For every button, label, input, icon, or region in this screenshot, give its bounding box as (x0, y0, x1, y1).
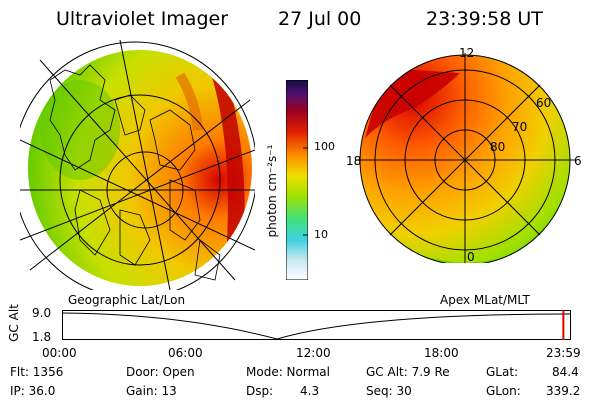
altitude-curve (62, 312, 572, 340)
apex-polar-plot (355, 53, 575, 263)
ip-value: IP: 36.0 (10, 384, 56, 398)
timeline-xtick-0: 00:00 (42, 346, 77, 360)
timeline-ytick-min: 1.8 (32, 330, 52, 344)
mlt-label-0: 0 (467, 250, 475, 264)
timeline-axis-label: GC Alt (7, 304, 21, 342)
gc-alt-value: GC Alt: 7.9 Re (366, 365, 450, 379)
app-title: Ultraviolet Imager (56, 8, 229, 30)
mlt-label-6: 6 (574, 154, 582, 168)
gain-value: Gain: 13 (126, 384, 177, 398)
seq-value: Seq: 30 (366, 384, 412, 398)
timeline-xtick-2: 12:00 (296, 346, 331, 360)
mlt-label-12: 12 (459, 46, 475, 60)
mlat-label-60: 60 (536, 96, 552, 110)
mlt-label-18: 18 (346, 154, 362, 168)
color-scale-bar (286, 80, 308, 280)
door-status: Door: Open (126, 365, 195, 379)
timeline-xtick-4: 23:59 (546, 346, 581, 360)
geo-grid (20, 40, 255, 290)
mlat-label-80: 80 (490, 140, 506, 154)
flight-number: Flt: 1356 (10, 365, 64, 379)
colorbar-units-label: photon cm⁻²s⁻¹ (265, 144, 279, 238)
left-map-caption: Geographic Lat/Lon (68, 293, 186, 307)
dsp-label: Dsp: (246, 384, 274, 398)
glat-label: GLat: (486, 365, 519, 379)
right-map-caption: Apex MLat/MLT (440, 293, 530, 307)
geographic-image (20, 40, 255, 290)
date-label: 27 Jul 00 (278, 8, 362, 30)
dsp-value: 4.3 (300, 384, 320, 398)
glon-value: 339.2 (546, 384, 581, 398)
timeline-xtick-1: 06:00 (168, 346, 203, 360)
colorbar-tick-100: 100 (314, 140, 335, 153)
mlat-label-70: 70 (512, 120, 528, 134)
mlt-meridians (355, 53, 575, 263)
glon-label: GLon: (486, 384, 521, 398)
time-label: 23:39:58 UT (426, 8, 543, 30)
mode-status: Mode: Normal (246, 365, 330, 379)
coastline-outlines (49, 64, 221, 281)
timeline-ytick-max: 9.0 (32, 306, 52, 320)
timeline-xtick-3: 18:00 (424, 346, 459, 360)
colorbar-tick-10: 10 (314, 228, 328, 241)
glat-value: 84.4 (552, 365, 579, 379)
altitude-timeline[interactable] (62, 310, 572, 342)
